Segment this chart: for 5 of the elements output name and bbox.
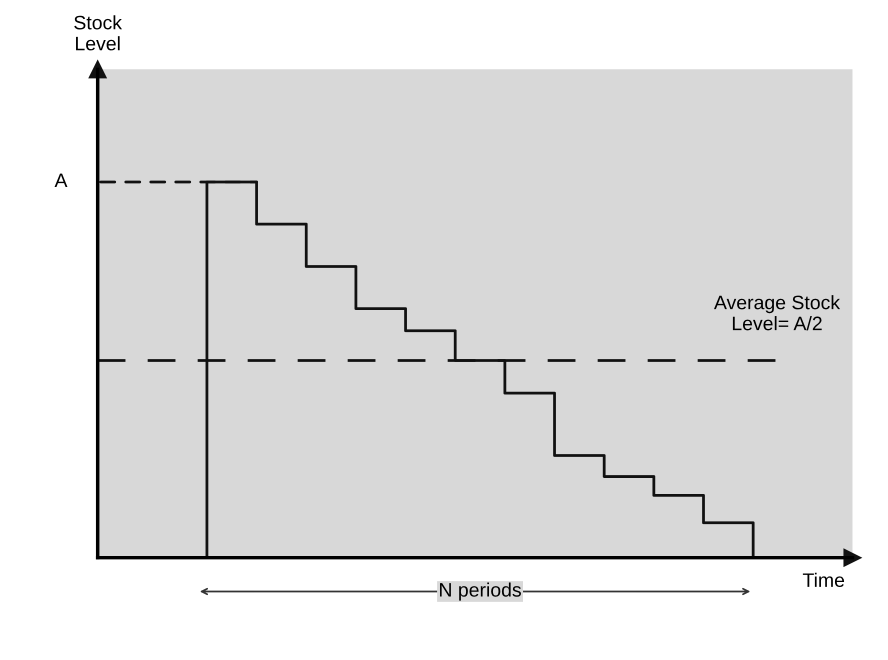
x-axis-title: Time — [802, 572, 844, 588]
text: Stock Level — [74, 15, 122, 50]
text: A — [54, 174, 68, 188]
text: N periods — [440, 582, 521, 601]
ref-line-label: Average Stock Level= A/2 — [714, 295, 840, 330]
